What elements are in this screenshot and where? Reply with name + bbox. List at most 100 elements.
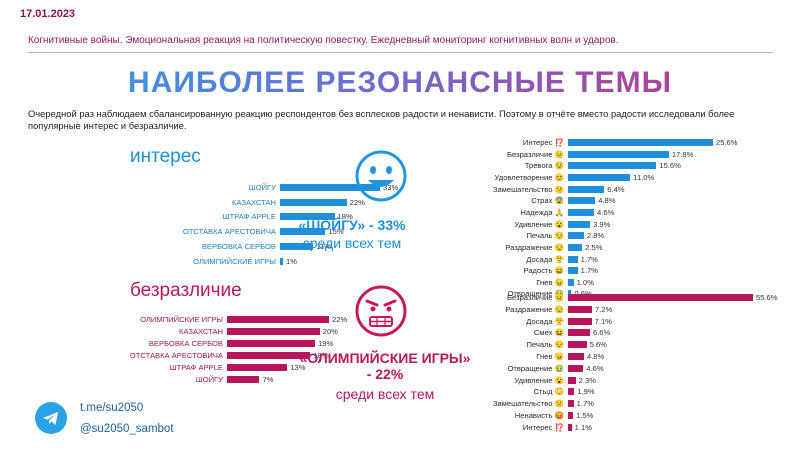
emotion-top-value-label: 1.0% xyxy=(576,277,594,287)
emotion-top-category-label: Удивление 😮 xyxy=(514,219,564,229)
emotion-top-bar xyxy=(568,173,631,181)
emotion-bottom-category-label: Безразличие 😐 xyxy=(507,293,564,302)
indifference-category-label: ОТСТАВКА АРЕСТОВИЧА xyxy=(129,350,223,360)
report-subtitle: Когнитивные войны. Эмоциональная реакция… xyxy=(28,35,619,46)
emotion-top-bar xyxy=(568,185,605,193)
emotion-top-bar xyxy=(568,150,669,158)
indifference-category-label: ОЛИМПИЙСКИЕ ИГРЫ xyxy=(140,315,223,324)
indifference-category-label: ШОЙГУ xyxy=(195,374,223,384)
indifference-bar xyxy=(227,316,329,323)
interest-callout-topic: «ШОЙГУ» - 33% xyxy=(298,217,406,233)
emotion-bottom-category-label: Удивление 😮 xyxy=(514,375,564,385)
emotion-bottom-bar xyxy=(568,423,572,431)
indifference-category-label: ВЕРБОВКА СЕРБОВ xyxy=(148,338,223,348)
emotion-bottom-value-label: 1.5% xyxy=(575,411,594,420)
emotion-top-category-label: Раздражение 😒 xyxy=(505,242,564,252)
emotion-top-value-label: 1.7% xyxy=(580,266,598,276)
emotion-bottom-value-label: 4.6% xyxy=(586,363,604,373)
emotion-top-category-label: Страх 😨 xyxy=(531,196,564,206)
page-title: НАИБОЛЕЕ РЕЗОНАНСНЫЕ ТЕМЫ xyxy=(0,66,800,100)
interest-callout: «ШОЙГУ» - 33% среди всех тем xyxy=(282,217,422,251)
interest-bar xyxy=(280,257,284,265)
emotion-bottom-value-label: 55.6% xyxy=(756,293,778,302)
emotion-bottom-bar xyxy=(568,294,753,301)
emotion-top-value-label: 4.8% xyxy=(598,196,616,206)
emotion-bottom-category-label: Смех 😆 xyxy=(533,328,564,338)
indifference-bar xyxy=(227,339,316,347)
indifference-callout-value: - 22% xyxy=(366,366,404,382)
interest-category-label: КАЗАХСТАН xyxy=(231,197,276,207)
emotion-bottom-value-label: 2.3% xyxy=(578,375,596,385)
indifference-callout-caption: среди всех тем xyxy=(335,386,435,402)
interest-section-title: интерес xyxy=(130,146,201,167)
telegram-link[interactable]: t.me/su2050 xyxy=(80,402,144,414)
emotion-top-bar xyxy=(568,197,596,205)
emotion-top-value-label: 25.6% xyxy=(716,138,738,147)
interest-category-label: ВЕРБОВКА СЕРБОВ xyxy=(201,241,276,251)
interest-callout-caption: среди всех тем xyxy=(302,235,402,251)
indifference-value-label: 7% xyxy=(262,374,274,384)
emotion-bottom-value-label: 7.2% xyxy=(594,304,613,314)
interest-category-label: ОТСТАВКА АРЕСТОВИЧА xyxy=(182,227,276,237)
emotion-bottom-category-label: Досада 😤 xyxy=(526,316,564,326)
emotion-top-value-label: 3.9% xyxy=(593,219,611,229)
emotion-top-value-label: 17.8% xyxy=(671,149,694,159)
indifference-callout-topic: «ОЛИМПИЙСКИЕ ИГРЫ» xyxy=(299,350,471,366)
emotion-bottom-bar xyxy=(568,388,575,396)
emotion-bottom-bar xyxy=(568,376,576,384)
emotion-top-bar xyxy=(568,139,713,146)
emotion-top-value-label: 4.6% xyxy=(597,207,615,217)
emotion-bottom-value-label: 1.9% xyxy=(577,387,595,397)
emotion-top-category-label: Гнев 😠 xyxy=(536,277,564,287)
emotion-bottom-category-label: Интерес ⁉️ xyxy=(522,422,564,432)
indifference-section-title: безразличие xyxy=(130,280,242,301)
emotion-bottom-bar xyxy=(568,305,592,313)
emotion-top-bar xyxy=(568,267,578,275)
emotion-bottom-value-label: 7.1% xyxy=(594,316,612,326)
telegram-bot-handle[interactable]: @su2050_sambot xyxy=(80,423,174,435)
intro-text: Очередной раз наблюдаем сбалансированную… xyxy=(28,108,735,131)
indifference-category-label: ШТРАФ APPLE xyxy=(169,362,223,372)
emotion-top-category-label: Интерес ⁉️ xyxy=(522,138,564,147)
emotion-top-value-label: 2.8% xyxy=(586,231,605,241)
emotion-bottom-value-label: 1.7% xyxy=(576,399,594,409)
interest-bar xyxy=(280,198,347,206)
emotion-top-value-label: 6.4% xyxy=(607,184,625,194)
interest-category-label: ШТРАФ APPLE xyxy=(222,212,276,222)
emotion-top-category-label: Замешательство 😕 xyxy=(492,184,564,194)
smiley-face-icon xyxy=(355,150,407,202)
indifference-value-label: 19% xyxy=(318,338,334,348)
emotion-top-value-label: 11.0% xyxy=(633,172,655,182)
emotion-bottom-category-label: Замешательство 😕 xyxy=(492,399,564,409)
emotion-top-category-label: Удовлетворение 😊 xyxy=(494,172,564,182)
emotion-bottom-category-label: Ненависть 😡 xyxy=(514,411,564,420)
emotion-bottom-category-label: Отвращение 🤢 xyxy=(507,363,564,373)
emotion-top-value-label: 0.6% xyxy=(574,289,592,299)
emotion-bottom-bar xyxy=(568,412,573,419)
indifference-bar xyxy=(227,375,260,383)
emotion-top-category-label: Надежда 🙏 xyxy=(520,207,564,217)
telegram-logo-icon[interactable] xyxy=(35,402,67,434)
interest-category-label: ШОЙГУ xyxy=(248,183,276,192)
emotion-bottom-value-label: 6.6% xyxy=(592,328,611,338)
emotion-top-bar xyxy=(568,243,583,251)
emotion-top-bar xyxy=(568,255,578,263)
emotion-bottom-category-label: Гнев 😠 xyxy=(536,352,564,361)
indifference-bar xyxy=(227,327,320,335)
report-date: 17.01.2023 xyxy=(20,8,76,20)
emotion-top-category-label: Тревога 😟 xyxy=(524,161,564,171)
emotion-top-bar xyxy=(568,220,591,228)
emotion-bottom-value-label: 1.1% xyxy=(574,422,592,432)
emotion-bottom-category-label: Печаль 😔 xyxy=(526,340,564,350)
emotion-bottom-bar xyxy=(568,353,584,360)
emotion-bottom-bar xyxy=(568,341,587,349)
emotion-bottom-value-label: 4.8% xyxy=(586,352,605,361)
emotion-top-bar xyxy=(568,290,572,298)
emotion-top-category-label: Отвращение 🤢 xyxy=(507,289,564,299)
emotion-bottom-bar xyxy=(568,317,592,325)
interest-category-label: ОЛИМПИЙСКИЕ ИГРЫ xyxy=(193,256,276,266)
indifference-value-label: 20% xyxy=(322,326,338,336)
interest-value-label: 1% xyxy=(286,256,297,266)
emotion-top-bar xyxy=(568,232,584,240)
emotion-top-category-label: Досада 😤 xyxy=(526,254,564,264)
